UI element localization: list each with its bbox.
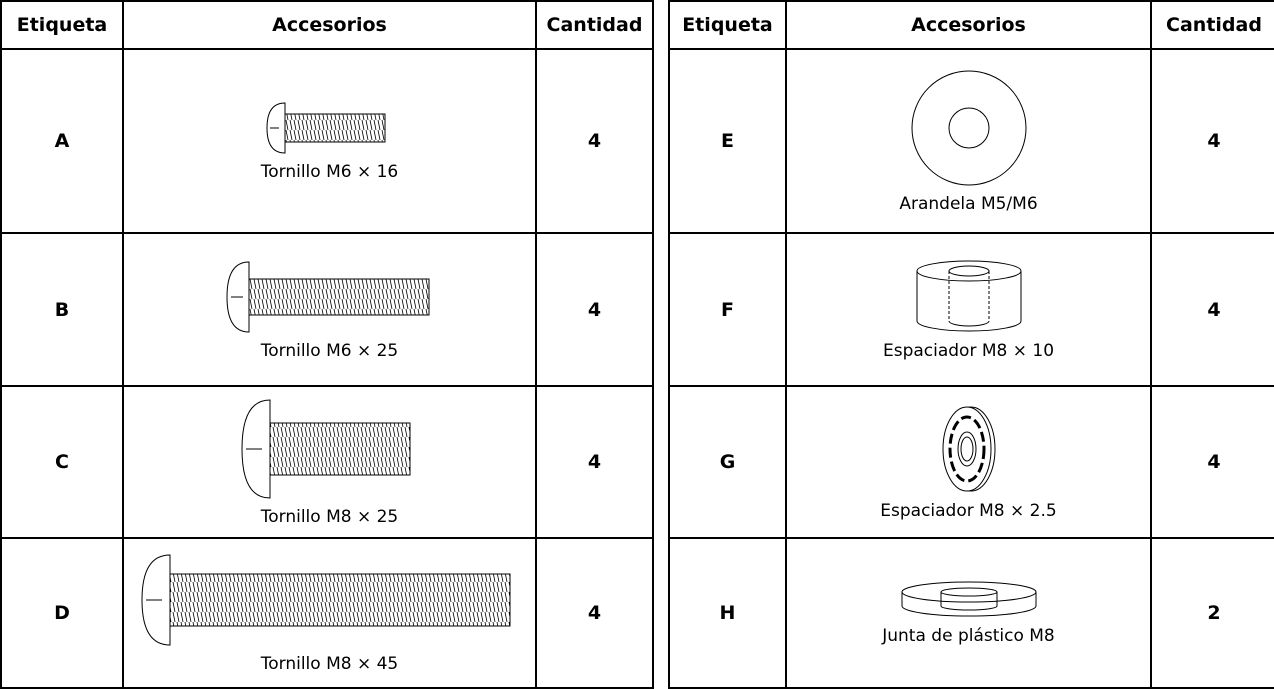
quantity: 4 <box>535 48 654 234</box>
washer-icon <box>911 70 1026 186</box>
caption: Espaciador M8 × 10 <box>882 340 1055 361</box>
gasket-icon <box>901 581 1036 617</box>
header: Accesorios <box>122 0 537 50</box>
table-left: Etiqueta Accesorios Cantidad A Tornillo … <box>0 0 654 689</box>
label: D <box>0 537 124 689</box>
header: Etiqueta <box>668 0 787 50</box>
caption: Junta de plástico M8 <box>882 626 1055 646</box>
caption: Tornillo M6 × 16 <box>260 162 399 182</box>
label: C <box>0 385 124 539</box>
caption: Espaciador M8 × 2.5 <box>880 501 1057 521</box>
screw-icon <box>240 399 410 499</box>
caption: Tornillo M8 × 45 <box>260 654 399 674</box>
spacer-disc-icon <box>942 406 995 492</box>
header: Cantidad <box>1150 0 1274 50</box>
accessory-cell: Tornillo M8 × 45 <box>122 537 537 689</box>
accessory-cell: Tornillo M6 × 16 <box>122 48 537 234</box>
quantity: 4 <box>535 385 654 539</box>
quantity: 4 <box>1150 385 1274 539</box>
header: Etiqueta <box>0 0 124 50</box>
accessory-cell: Espaciador M8 × 10 <box>785 232 1152 387</box>
accessory-cell: Junta de plástico M8 <box>785 537 1152 689</box>
caption: Tornillo M6 × 25 <box>260 340 399 361</box>
quantity: 2 <box>1150 537 1274 689</box>
label: G <box>668 385 787 539</box>
label: E <box>668 48 787 234</box>
accessory-cell: Espaciador M8 × 2.5 <box>785 385 1152 539</box>
quantity: 4 <box>535 537 654 689</box>
caption: Arandela M5/M6 <box>899 194 1038 214</box>
caption: Tornillo M8 × 25 <box>260 507 399 527</box>
accessory-cell: Tornillo M6 × 25 <box>122 232 537 387</box>
screw-icon <box>225 260 429 333</box>
quantity: 4 <box>1150 232 1274 387</box>
accessory-cell: Tornillo M8 × 25 <box>122 385 537 539</box>
label: B <box>0 232 124 387</box>
label: F <box>668 232 787 387</box>
label: A <box>0 48 124 234</box>
label: H <box>668 537 787 689</box>
spacer-icon <box>916 260 1021 331</box>
quantity: 4 <box>535 232 654 387</box>
accessory-cell: Arandela M5/M6 <box>785 48 1152 234</box>
screw-icon <box>140 554 510 646</box>
header: Cantidad <box>535 0 654 50</box>
header: Accesorios <box>785 0 1152 50</box>
table-right: Etiqueta Accesorios Cantidad E Arandela … <box>668 0 1274 689</box>
quantity: 4 <box>1150 48 1274 234</box>
screw-icon <box>265 102 385 154</box>
